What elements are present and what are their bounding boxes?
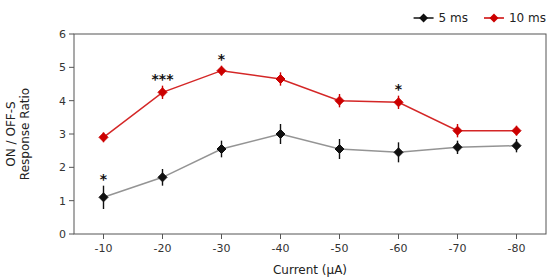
legend-item: 5 ms xyxy=(414,11,468,25)
y-tick xyxy=(69,100,74,101)
marker xyxy=(335,145,344,154)
x-tick xyxy=(162,234,163,239)
annotation: * xyxy=(395,81,403,97)
plot-frame xyxy=(74,34,546,234)
annotation: *** xyxy=(152,71,175,87)
marker xyxy=(99,133,108,142)
y-axis-label: ON / OFF-SResponse Ratio xyxy=(4,88,32,180)
legend-label: 10 ms xyxy=(509,11,546,25)
x-tick-label: -30 xyxy=(213,242,231,255)
y-tick xyxy=(69,234,74,235)
legend-label: 5 ms xyxy=(439,11,468,25)
marker xyxy=(99,193,108,202)
y-tick-label: 1 xyxy=(59,195,66,208)
legend: 5 ms 10 ms xyxy=(414,11,546,25)
y-tick-label: 6 xyxy=(59,28,66,41)
y-tick xyxy=(69,134,74,135)
x-tick xyxy=(457,234,458,239)
marker xyxy=(158,173,167,182)
marker xyxy=(453,126,462,135)
marker xyxy=(335,96,344,105)
y-axis-label-line: ON / OFF-S xyxy=(4,101,18,166)
x-axis-label: Current (μA) xyxy=(273,263,347,277)
x-tick xyxy=(280,234,281,239)
annotation: * xyxy=(218,51,226,67)
marker xyxy=(276,75,285,84)
x-tick-label: -10 xyxy=(95,242,113,255)
x-tick-label: -70 xyxy=(449,242,467,255)
x-tick xyxy=(103,234,104,239)
x-tick xyxy=(221,234,222,239)
x-tick xyxy=(398,234,399,239)
y-tick xyxy=(69,34,74,35)
legend-item: 10 ms xyxy=(484,11,546,25)
x-tick-label: -20 xyxy=(154,242,172,255)
y-tick-label: 3 xyxy=(59,128,66,141)
series-line xyxy=(104,71,517,138)
y-tick-label: 4 xyxy=(59,95,66,108)
legend-marker xyxy=(419,14,428,23)
marker xyxy=(453,143,462,152)
y-tick-label: 5 xyxy=(59,61,66,74)
marker xyxy=(512,141,521,150)
marker xyxy=(512,126,521,135)
x-tick xyxy=(339,234,340,239)
x-tick xyxy=(516,234,517,239)
marker xyxy=(394,98,403,107)
marker xyxy=(217,145,226,154)
annotation: * xyxy=(100,171,108,187)
marker xyxy=(394,148,403,157)
x-tick-label: -60 xyxy=(390,242,408,255)
x-tick-label: -80 xyxy=(508,242,526,255)
y-tick xyxy=(69,167,74,168)
marker xyxy=(158,88,167,97)
y-tick-label: 0 xyxy=(59,228,66,241)
y-tick-label: 2 xyxy=(59,161,66,174)
y-axis-label-line: Response Ratio xyxy=(18,88,32,180)
marker xyxy=(276,130,285,139)
x-tick-label: -40 xyxy=(272,242,290,255)
legend-marker xyxy=(489,14,498,23)
y-tick xyxy=(69,200,74,201)
series-line xyxy=(104,134,517,197)
x-tick-label: -50 xyxy=(331,242,349,255)
plot-area xyxy=(99,66,521,209)
chart: 0 1 2 3 4 5 6 -10 -20 -30 -40 -50 -60 -70 -80 Current (… xyxy=(0,0,560,280)
y-tick xyxy=(69,67,74,68)
marker xyxy=(217,66,226,75)
